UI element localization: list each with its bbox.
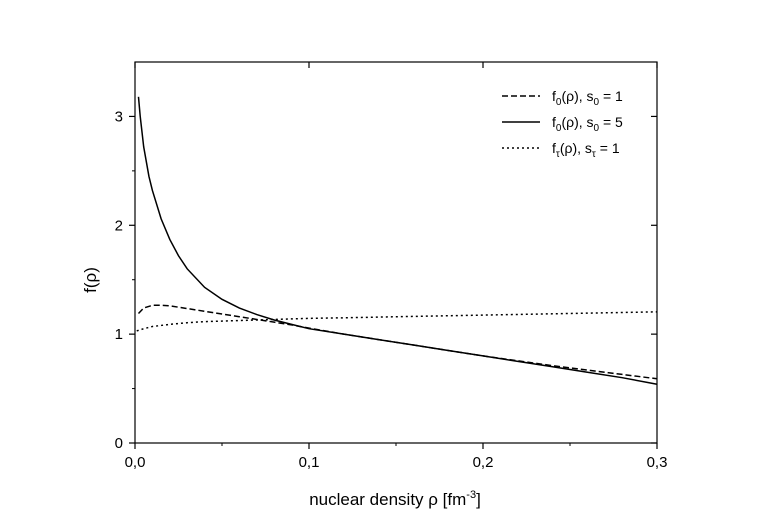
axes: 0,0 0,1 0,2 0,3 0 1 2 3 bbox=[115, 61, 668, 471]
y-tick-label: 0 bbox=[115, 435, 123, 452]
legend-entry-f0-s5: f0(ρ), s0 = 5 bbox=[552, 114, 623, 134]
legend-entry-f0-s1: f0(ρ), s0 = 1 bbox=[552, 88, 623, 108]
plot-area bbox=[136, 96, 658, 385]
x-axis-label: nuclear density ρ [fm-3] bbox=[309, 489, 481, 509]
y-axis-label: f(ρ) bbox=[81, 267, 100, 293]
legend-entry-ftau-s1: fτ(ρ), sτ = 1 bbox=[552, 140, 620, 160]
x-tick-label: 0,0 bbox=[125, 454, 146, 471]
x-tick-label: 0,2 bbox=[473, 454, 494, 471]
x-tick-label: 0,3 bbox=[647, 454, 668, 471]
y-tick-label: 1 bbox=[115, 326, 123, 343]
y-tick-label: 2 bbox=[115, 217, 123, 234]
series-line-f0-s5 bbox=[137, 96, 658, 385]
y-tick-label: 3 bbox=[115, 108, 123, 125]
x-tick-label: 0,1 bbox=[299, 454, 320, 471]
series-line-ftau-s1 bbox=[136, 311, 658, 332]
legend: f0(ρ), s0 = 1 f0(ρ), s0 = 5 fτ(ρ), sτ = 1 bbox=[502, 88, 623, 160]
